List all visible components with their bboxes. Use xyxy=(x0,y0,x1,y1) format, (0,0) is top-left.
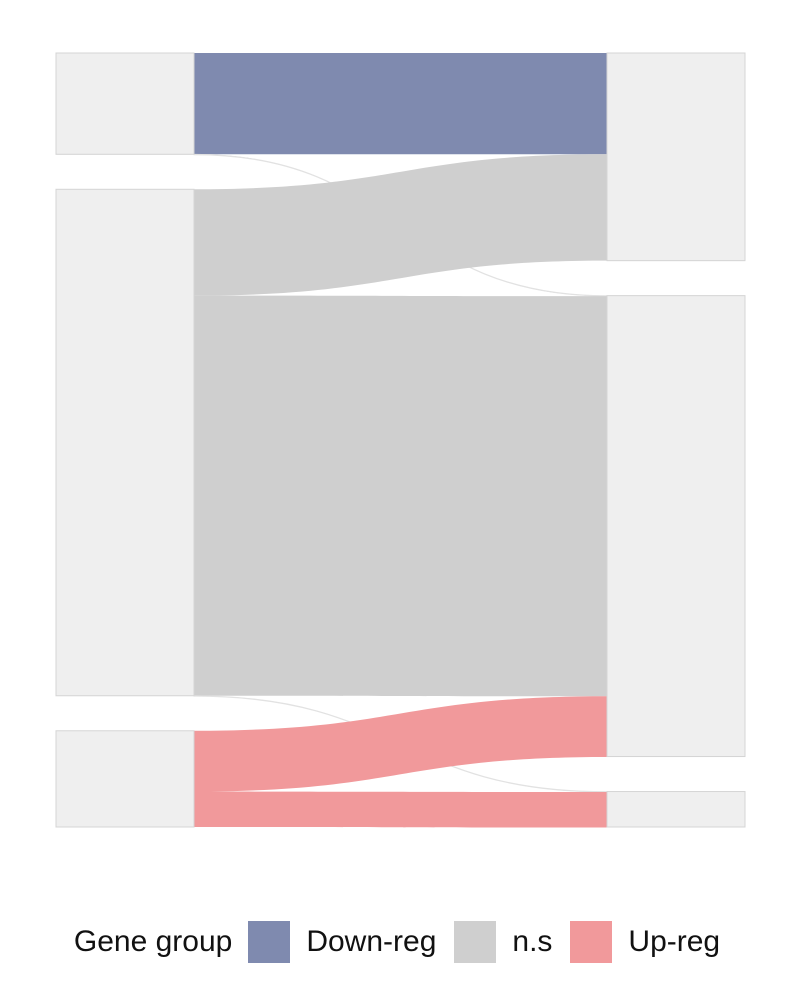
legend-swatch-down-reg xyxy=(248,921,291,963)
legend-swatch-ns xyxy=(454,921,497,963)
legend-swatch-up-reg xyxy=(570,921,613,963)
legend-title: Gene group xyxy=(73,925,233,958)
left-node-l3 xyxy=(55,730,195,828)
flows-layer xyxy=(193,53,608,828)
right-node-r3 xyxy=(606,791,746,828)
left-node-l1 xyxy=(55,52,195,155)
nodes-layer xyxy=(55,52,746,828)
legend-item-ns: n.s xyxy=(454,921,552,963)
right-node-r2 xyxy=(606,295,746,758)
legend-label-down-reg: Down-reg xyxy=(306,925,437,958)
legend-item-down-reg: Down-reg xyxy=(248,921,436,963)
legend-label-ns: n.s xyxy=(512,925,553,958)
flow-l2-r1 xyxy=(194,154,607,296)
flow-l2-r2 xyxy=(194,295,607,697)
legend-label-up-reg: Up-reg xyxy=(628,925,721,958)
left-node-l2 xyxy=(55,188,195,697)
flow-l3-r2 xyxy=(194,696,607,792)
right-node-r1 xyxy=(606,52,746,262)
legend-item-up-reg: Up-reg xyxy=(570,921,720,963)
flow-l1-r1 xyxy=(194,53,607,155)
flow-l3-r3 xyxy=(194,791,607,828)
legend: Gene group Down-reg n.s Up-reg xyxy=(0,912,794,972)
